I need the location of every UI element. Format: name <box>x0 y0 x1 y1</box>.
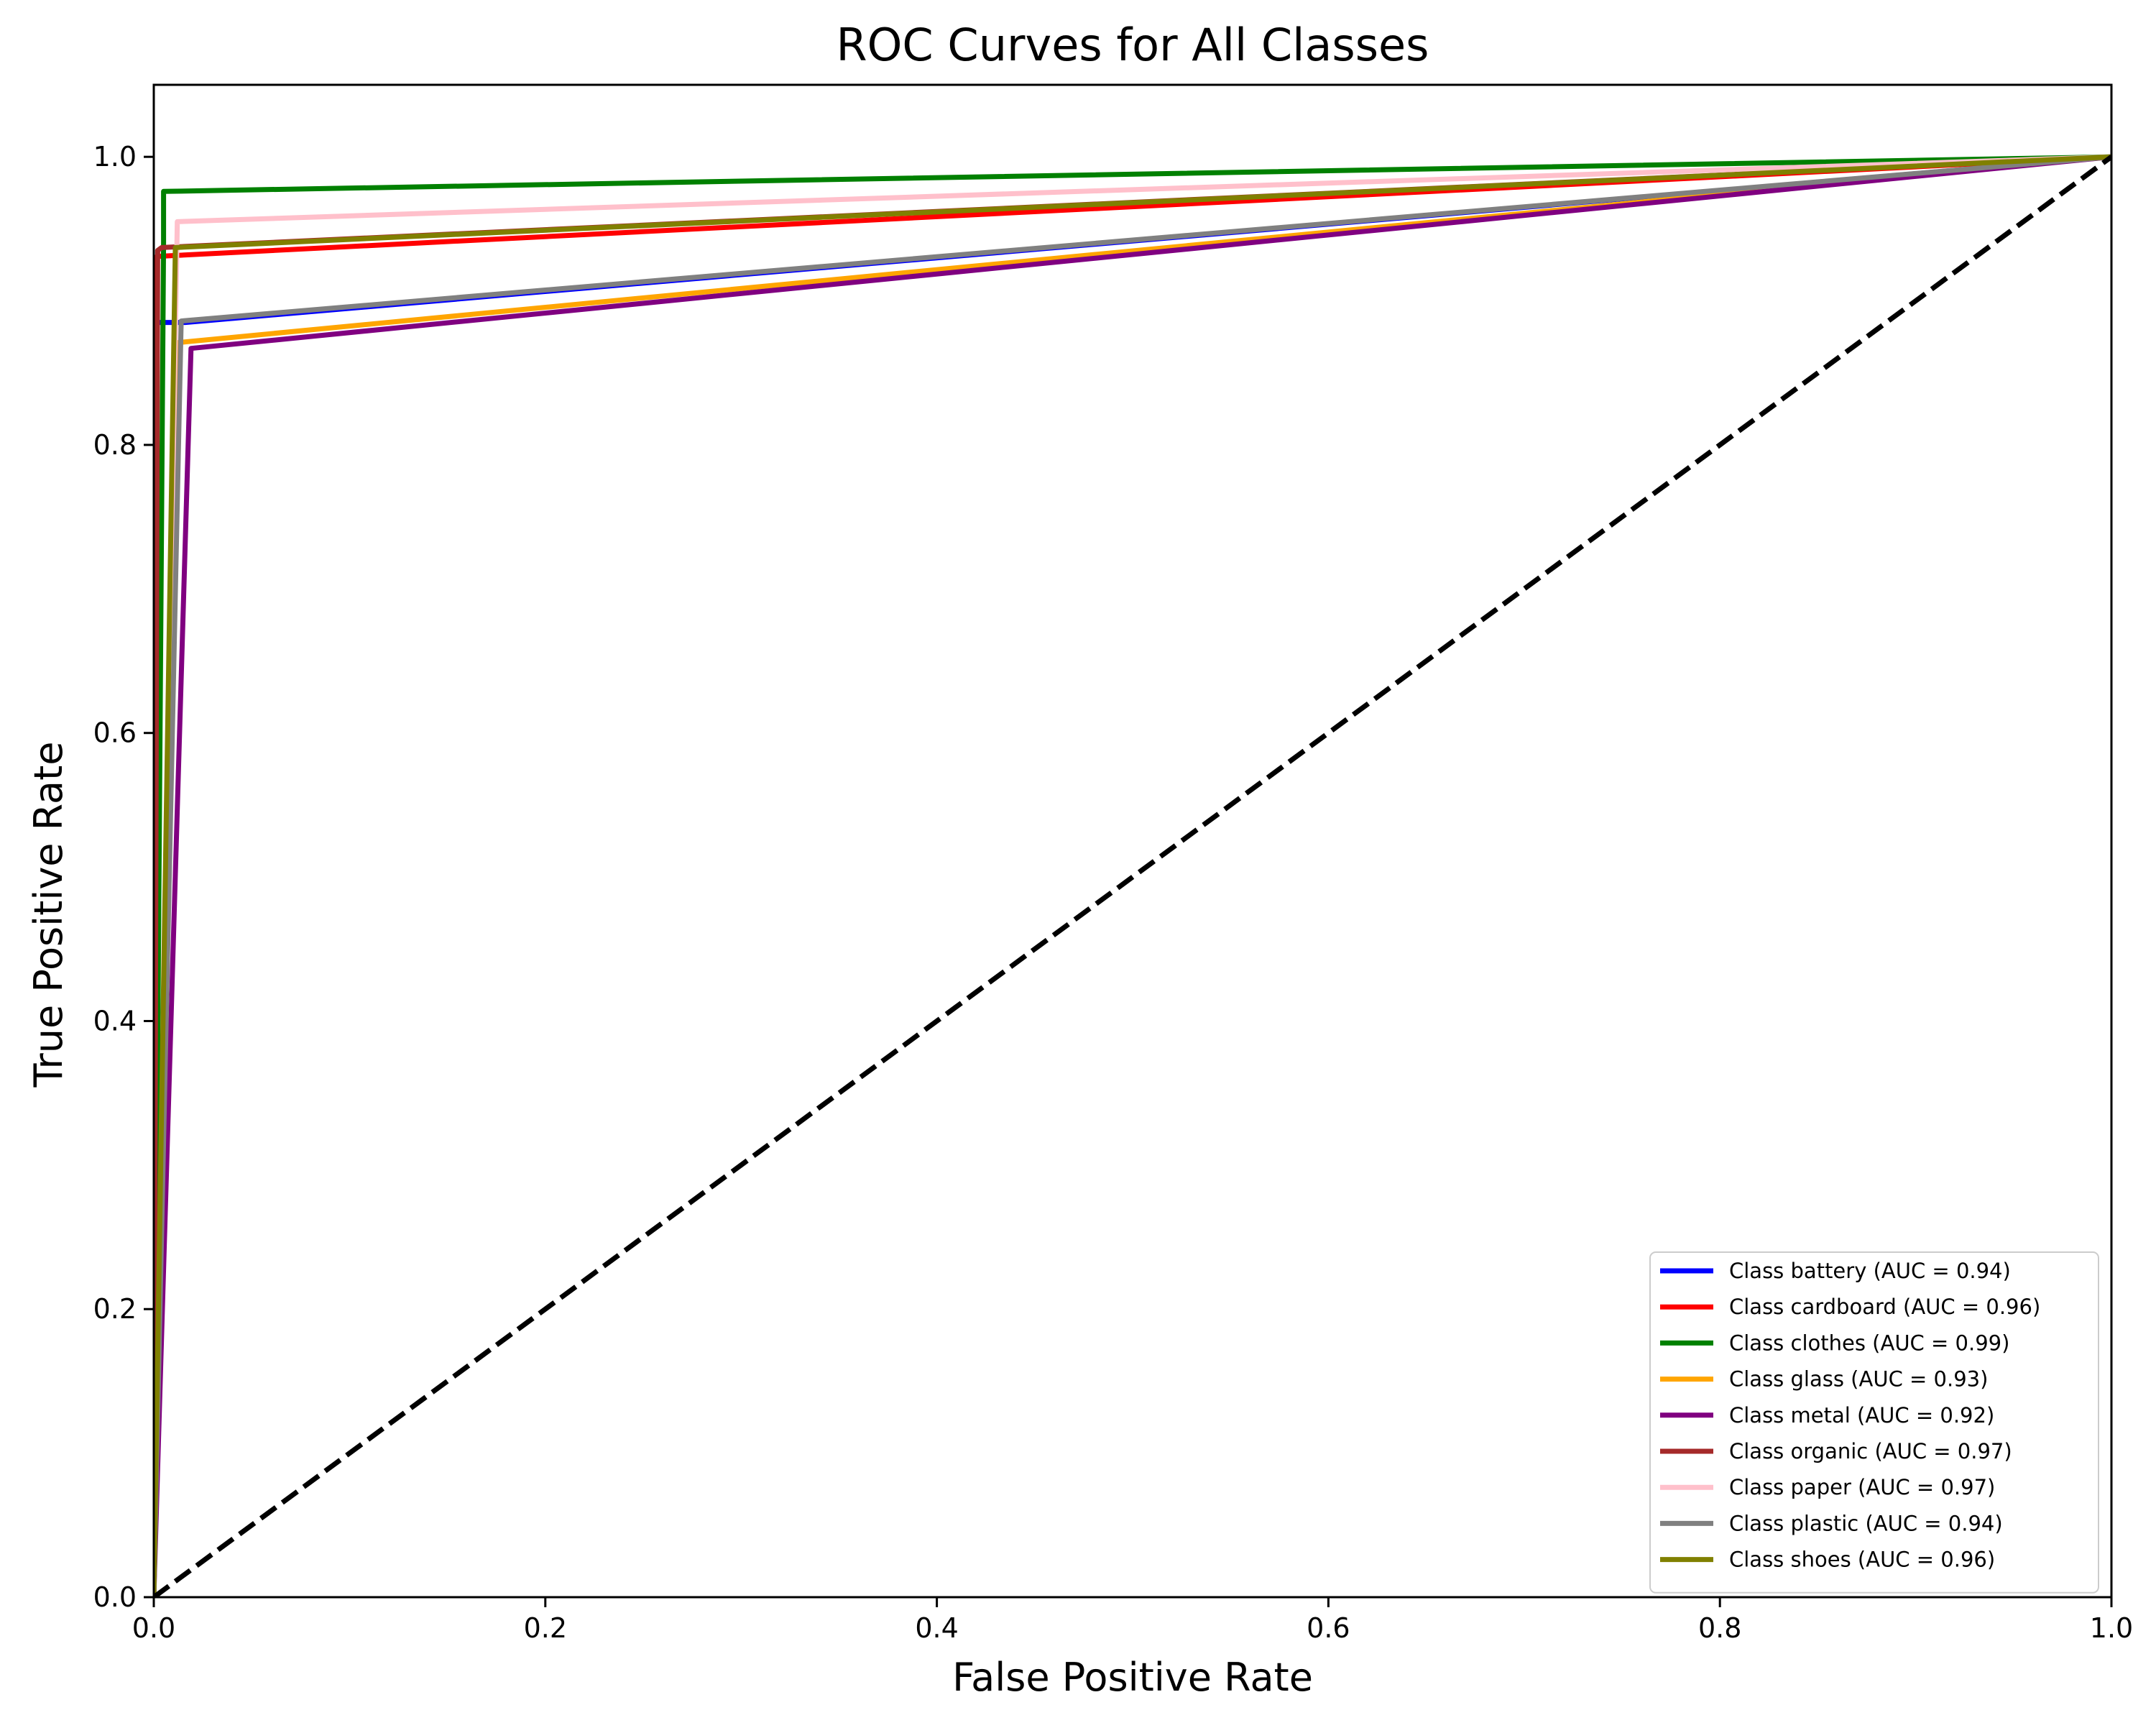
y-tick-label: 0.0 <box>93 1581 137 1613</box>
legend-entry-label: Class shoes (AUC = 0.96) <box>1729 1548 1995 1572</box>
legend-entry-label: Class paper (AUC = 0.97) <box>1729 1475 1995 1499</box>
legend-box <box>1649 1251 2099 1594</box>
y-tick-label: 0.8 <box>93 429 137 461</box>
legend-entry-label: Class battery (AUC = 0.94) <box>1729 1259 2011 1283</box>
legend-entry-label: Class metal (AUC = 0.92) <box>1729 1403 1994 1428</box>
plot-area <box>154 154 2111 1597</box>
roc-curve-9 <box>154 154 2111 1597</box>
y-tick-label: 1.0 <box>93 141 137 173</box>
legend-entry-label: Class glass (AUC = 0.93) <box>1729 1367 1988 1392</box>
axes-frame <box>152 83 2113 1599</box>
roc-curve-3 <box>154 154 2111 1597</box>
roc-curve-5 <box>154 154 2111 1597</box>
legend-entry-label: Class clothes (AUC = 0.99) <box>1729 1331 2009 1355</box>
x-tick-label: 0.8 <box>1698 1612 1741 1644</box>
chance-diagonal-line <box>154 155 2111 1597</box>
legend-entry-label: Class plastic (AUC = 0.94) <box>1729 1511 2003 1535</box>
legend-entry-label: Class organic (AUC = 0.97) <box>1729 1439 2012 1463</box>
chart-title: ROC Curves for All Classes <box>837 19 1429 71</box>
y-tick-label: 0.2 <box>93 1293 137 1325</box>
x-tick-label: 0.4 <box>915 1612 958 1644</box>
x-tick-label: 0.0 <box>132 1612 175 1644</box>
axes: 0.0 0.2 0.4 0.6 0.8 1.0 0.0 0.2 0.4 0.6 0.8 1.0 <box>93 83 2133 1644</box>
x-tick-label: 0.2 <box>524 1612 567 1644</box>
y-axis-label: True Positive Rate <box>26 741 71 1088</box>
legend-entry-label: Class cardboard (AUC = 0.96) <box>1729 1295 2040 1319</box>
x-axis-label: False Positive Rate <box>952 1655 1313 1700</box>
x-tick-label: 1.0 <box>2090 1612 2133 1644</box>
y-tick-label: 0.6 <box>93 717 137 749</box>
y-tick-label: 0.4 <box>93 1005 137 1037</box>
legend: Class battery (AUC = 0.94) Class cardboar… <box>1649 1251 2099 1594</box>
x-tick-label: 0.6 <box>1307 1612 1350 1644</box>
